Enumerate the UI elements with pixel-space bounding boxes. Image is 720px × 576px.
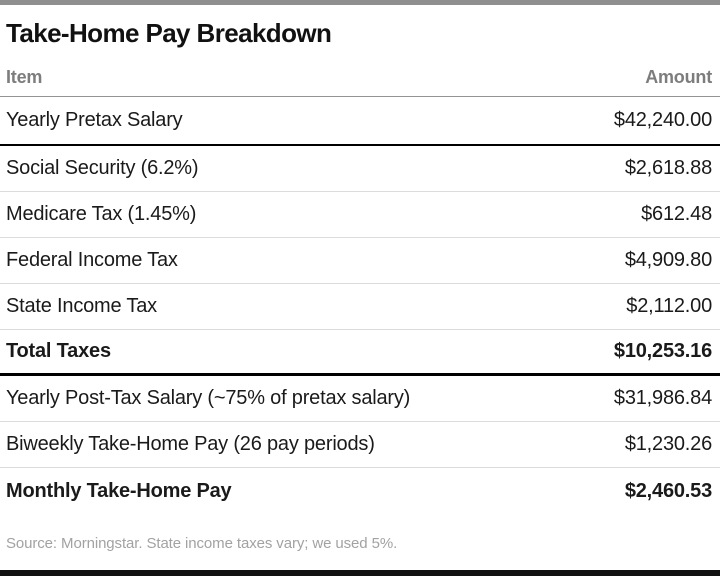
row-amount-value: $10,253.16: [613, 340, 712, 362]
row-amount-value: $2,112.00: [626, 295, 712, 317]
row-item-label: Monthly Take-Home Pay: [6, 480, 232, 502]
bottom-spacer: [0, 556, 720, 570]
page-title: Take-Home Pay Breakdown: [6, 18, 332, 48]
top-rule-divider: [0, 0, 720, 5]
row-amount-value: $612.48: [641, 203, 712, 225]
row-amount-value: $42,240.00: [613, 109, 712, 131]
table-row: Medicare Tax (1.45%) $612.48: [0, 192, 720, 238]
row-item-label: Federal Income Tax: [6, 249, 178, 271]
row-amount-value: $4,909.80: [624, 249, 712, 271]
bottom-rule-divider: [0, 570, 720, 576]
source-note-text: Source: Morningstar. State income taxes …: [6, 535, 398, 552]
table-row: Biweekly Take-Home Pay (26 pay periods) …: [0, 422, 720, 468]
row-item-label: State Income Tax: [6, 295, 157, 317]
row-amount-value: $2,618.88: [624, 157, 712, 179]
table-row: Social Security (6.2%) $2,618.88: [0, 146, 720, 192]
row-amount-value: $2,460.53: [624, 480, 712, 502]
row-amount-value: $31,986.84: [613, 387, 712, 409]
table-header-row: Item Amount: [0, 60, 720, 97]
title-block: Take-Home Pay Breakdown: [0, 5, 720, 60]
row-item-label: Social Security (6.2%): [6, 157, 199, 179]
row-item-label: Total Taxes: [6, 340, 111, 362]
source-note: Source: Morningstar. State income taxes …: [0, 515, 720, 556]
table-row-monthly-take-home: Monthly Take-Home Pay $2,460.53: [0, 468, 720, 515]
row-item-label: Biweekly Take-Home Pay (26 pay periods): [6, 433, 375, 455]
row-amount-value: $1,230.26: [624, 433, 712, 455]
column-header-amount: Amount: [645, 67, 712, 87]
table-row: Yearly Pretax Salary $42,240.00: [0, 97, 720, 146]
table-row-total-taxes: Total Taxes $10,253.16: [0, 330, 720, 376]
row-item-label: Yearly Pretax Salary: [6, 109, 183, 131]
table-row: State Income Tax $2,112.00: [0, 284, 720, 330]
row-item-label: Medicare Tax (1.45%): [6, 203, 197, 225]
column-header-item: Item: [6, 67, 43, 87]
table-row: Yearly Post-Tax Salary (~75% of pretax s…: [0, 376, 720, 422]
table-row: Federal Income Tax $4,909.80: [0, 238, 720, 284]
row-item-label: Yearly Post-Tax Salary (~75% of pretax s…: [6, 387, 411, 409]
